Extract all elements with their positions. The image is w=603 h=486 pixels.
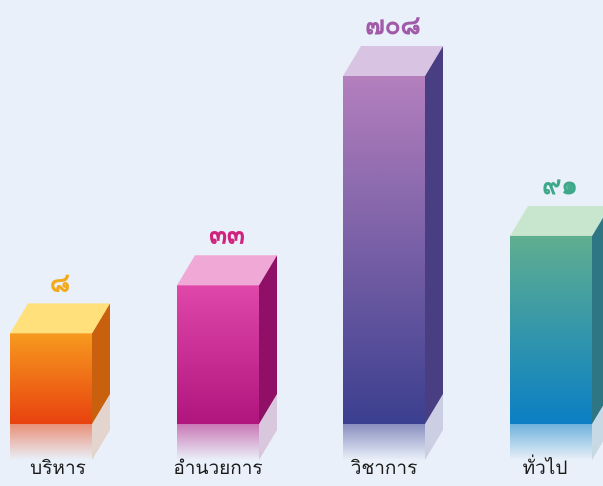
bar-reflection [10, 424, 92, 460]
bar-1: ๘บริหาร [10, 268, 110, 479]
bar-side-face [259, 255, 277, 424]
bar-value-label: ๙๑ [542, 171, 578, 201]
bar-side-face [92, 303, 110, 424]
bar-top-face [10, 303, 110, 334]
bar-side-face [425, 46, 443, 424]
bar-reflection-side [92, 394, 110, 460]
bar-side-face [592, 217, 603, 424]
bar-front-face [343, 76, 425, 424]
bar-front-face [510, 235, 592, 424]
bar-front-face [10, 333, 92, 424]
bar-2: ๓๓อำนวยการ [173, 220, 277, 479]
bar-reflection [343, 424, 425, 460]
bar-front-face [177, 285, 259, 424]
bar-top-face [510, 205, 603, 236]
category-label: อำนวยการ [173, 457, 262, 479]
bar-value-label: ๗๐๘ [365, 11, 420, 41]
bar-reflection-side [259, 394, 277, 460]
category-label: ทั่วไป [523, 454, 568, 479]
bar-top-face [343, 46, 443, 76]
bar-4: ๙๑ทั่วไป [510, 171, 603, 479]
bar-value-label: ๘ [50, 268, 70, 298]
category-label: บริหาร [30, 457, 86, 479]
bar-reflection-side [592, 405, 603, 460]
bar-reflection-side [425, 394, 443, 460]
bar-reflection [510, 424, 592, 460]
bar-top-face [177, 255, 277, 286]
bar-value-label: ๓๓ [209, 220, 245, 250]
category-label: วิชาการ [350, 457, 417, 479]
bar-reflection [177, 424, 259, 460]
